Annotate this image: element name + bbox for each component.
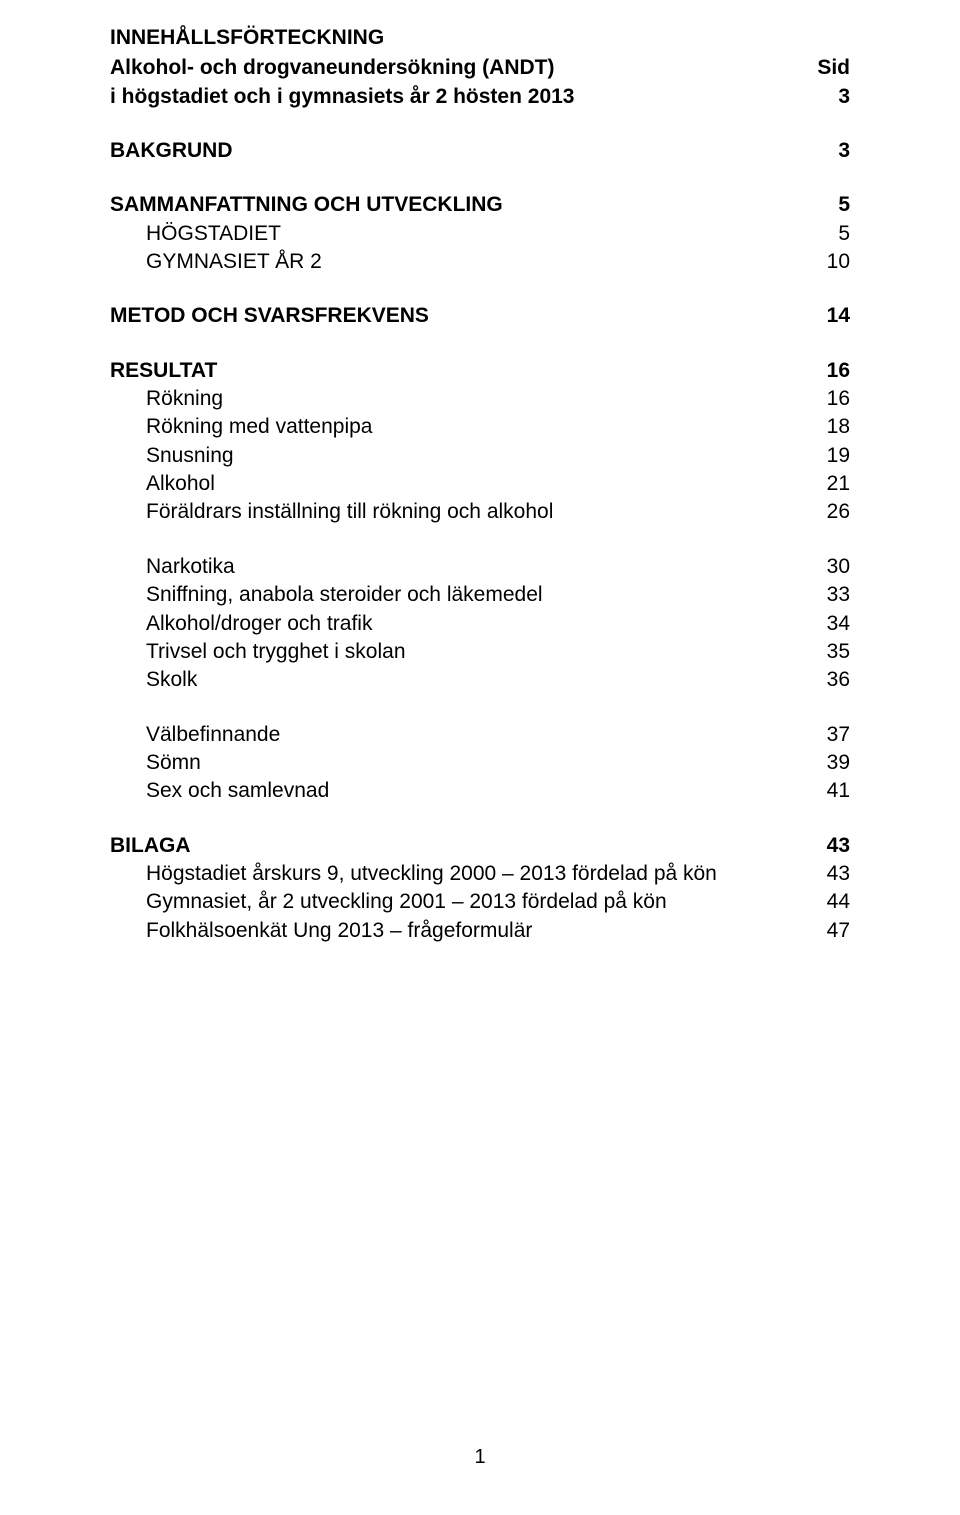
section-label: RESULTAT xyxy=(110,357,217,385)
sub-page: 16 xyxy=(827,385,850,413)
page-title: INNEHÅLLSFÖRTECKNING xyxy=(110,24,384,52)
sub-row: Narkotika 30 xyxy=(110,553,850,581)
section-bilaga: BILAGA 43 Högstadiet årskurs 9, utveckli… xyxy=(110,832,850,945)
sub-page: 39 xyxy=(827,749,850,777)
sub-page: 35 xyxy=(827,638,850,666)
sub-row: Sex och samlevnad 41 xyxy=(110,777,850,805)
section-label: BAKGRUND xyxy=(110,137,233,165)
section-label: BILAGA xyxy=(110,832,191,860)
sub-page: 19 xyxy=(827,442,850,470)
subtitle-line2: i högstadiet och i gymnasiets år 2 höste… xyxy=(110,83,574,111)
section-page: 14 xyxy=(827,302,850,330)
subtitle-line1: Alkohol- och drogvaneundersökning (ANDT) xyxy=(110,54,555,82)
section-label: SAMMANFATTNING OCH UTVECKLING xyxy=(110,191,503,219)
sub-page: 30 xyxy=(827,553,850,581)
sub-row: Folkhälsoenkät Ung 2013 – frågeformulär … xyxy=(110,917,850,945)
sub-label: Rökning xyxy=(146,385,223,413)
sub-label: Välbefinnande xyxy=(146,721,280,749)
group-valbefinnande: Välbefinnande 37 Sömn 39 Sex och samlevn… xyxy=(110,721,850,806)
page-number: 1 xyxy=(0,1446,960,1469)
section-page: 5 xyxy=(838,191,850,219)
sub-label: HÖGSTADIET xyxy=(146,220,281,248)
sub-row: Sömn 39 xyxy=(110,749,850,777)
section-row: METOD OCH SVARSFREKVENS 14 xyxy=(110,302,850,330)
sub-label: Sex och samlevnad xyxy=(146,777,329,805)
sub-row: Alkohol 21 xyxy=(110,470,850,498)
sub-label: Sniffning, anabola steroider och läkemed… xyxy=(146,581,543,609)
sub-row: Högstadiet årskurs 9, utveckling 2000 – … xyxy=(110,860,850,888)
sub-page: 10 xyxy=(827,248,850,276)
sub-row: Rökning med vattenpipa 18 xyxy=(110,413,850,441)
sub-row: GYMNASIET ÅR 2 10 xyxy=(110,248,850,276)
sub-page: 43 xyxy=(827,860,850,888)
sub-label: Folkhälsoenkät Ung 2013 – frågeformulär xyxy=(146,917,532,945)
sub-page: 44 xyxy=(827,888,850,916)
section-page: 3 xyxy=(838,137,850,165)
sub-page: 18 xyxy=(827,413,850,441)
sub-row: Rökning 16 xyxy=(110,385,850,413)
sub-label: Snusning xyxy=(146,442,234,470)
sub-row: Sniffning, anabola steroider och läkemed… xyxy=(110,581,850,609)
sub-label: Högstadiet årskurs 9, utveckling 2000 – … xyxy=(146,860,717,888)
section-metod: METOD OCH SVARSFREKVENS 14 xyxy=(110,302,850,330)
sub-row: Trivsel och trygghet i skolan 35 xyxy=(110,638,850,666)
section-page: 43 xyxy=(827,832,850,860)
sub-row: HÖGSTADIET 5 xyxy=(110,220,850,248)
subtitle-row-2: i högstadiet och i gymnasiets år 2 höste… xyxy=(110,83,850,111)
sub-label: Rökning med vattenpipa xyxy=(146,413,372,441)
sub-label: GYMNASIET ÅR 2 xyxy=(146,248,322,276)
sub-label: Narkotika xyxy=(146,553,235,581)
section-bakgrund: BAKGRUND 3 xyxy=(110,137,850,165)
subtitle-page: 3 xyxy=(838,83,850,111)
sub-page: 5 xyxy=(838,220,850,248)
title-row: INNEHÅLLSFÖRTECKNING xyxy=(110,24,850,54)
sub-page: 37 xyxy=(827,721,850,749)
sub-label: Gymnasiet, år 2 utveckling 2001 – 2013 f… xyxy=(146,888,667,916)
sub-page: 47 xyxy=(827,917,850,945)
section-row: RESULTAT 16 xyxy=(110,357,850,385)
sub-row: Alkohol/droger och trafik 34 xyxy=(110,610,850,638)
subtitle-row-1: Alkohol- och drogvaneundersökning (ANDT)… xyxy=(110,54,850,82)
sub-row: Gymnasiet, år 2 utveckling 2001 – 2013 f… xyxy=(110,888,850,916)
section-resultat: RESULTAT 16 Rökning 16 Rökning med vatte… xyxy=(110,357,850,527)
sub-row: Skolk 36 xyxy=(110,666,850,694)
section-sammanfattning: SAMMANFATTNING OCH UTVECKLING 5 HÖGSTADI… xyxy=(110,191,850,276)
page-column-label: Sid xyxy=(817,54,850,82)
sub-page: 36 xyxy=(827,666,850,694)
sub-page: 41 xyxy=(827,777,850,805)
sub-page: 33 xyxy=(827,581,850,609)
sub-page: 21 xyxy=(827,470,850,498)
section-label: METOD OCH SVARSFREKVENS xyxy=(110,302,429,330)
sub-label: Alkohol/droger och trafik xyxy=(146,610,372,638)
sub-label: Sömn xyxy=(146,749,201,777)
sub-page: 26 xyxy=(827,498,850,526)
section-row: SAMMANFATTNING OCH UTVECKLING 5 xyxy=(110,191,850,219)
sub-label: Alkohol xyxy=(146,470,215,498)
toc-page: INNEHÅLLSFÖRTECKNING Alkohol- och drogva… xyxy=(0,0,960,945)
sub-row: Föräldrars inställning till rökning och … xyxy=(110,498,850,526)
group-narkotika: Narkotika 30 Sniffning, anabola steroide… xyxy=(110,553,850,695)
section-row: BILAGA 43 xyxy=(110,832,850,860)
section-page: 16 xyxy=(827,357,850,385)
sub-row: Välbefinnande 37 xyxy=(110,721,850,749)
section-row: BAKGRUND 3 xyxy=(110,137,850,165)
sub-label: Trivsel och trygghet i skolan xyxy=(146,638,406,666)
sub-page: 34 xyxy=(827,610,850,638)
sub-row: Snusning 19 xyxy=(110,442,850,470)
sub-label: Föräldrars inställning till rökning och … xyxy=(146,498,553,526)
sub-label: Skolk xyxy=(146,666,197,694)
